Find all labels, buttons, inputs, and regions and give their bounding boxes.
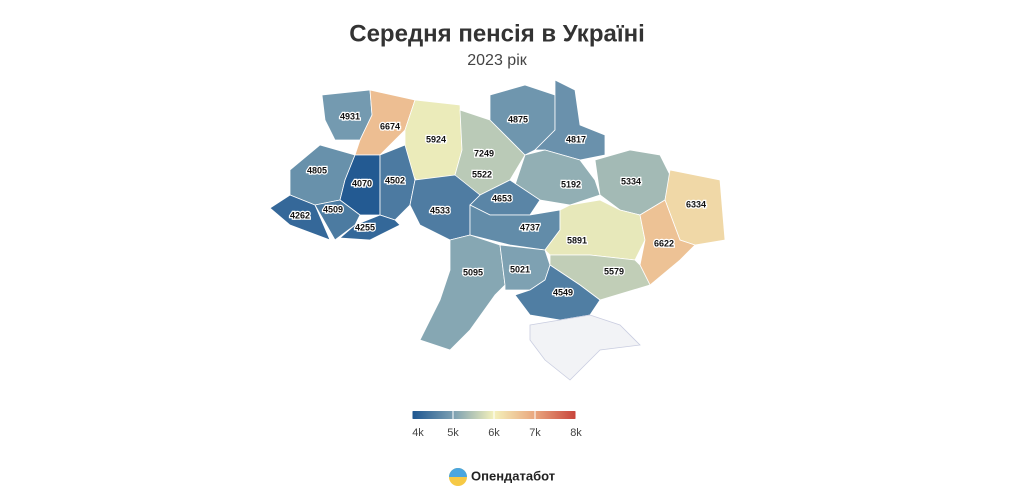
map-title: Середня пенсія в Україні (349, 20, 645, 47)
region-value: 4805 (307, 165, 327, 175)
region-value: 5924 (426, 134, 446, 144)
brand-logo (449, 468, 467, 486)
region (339, 214, 401, 241)
region (639, 199, 696, 286)
region-value: 4817 (566, 134, 586, 144)
region-value: 4653 (492, 193, 512, 203)
region-value: 4509 (323, 204, 343, 214)
region-value: 4875 (508, 114, 528, 124)
regions (269, 79, 726, 351)
region-value: 5334 (621, 176, 641, 186)
region (534, 79, 606, 161)
region-value: 4549 (553, 287, 573, 297)
crimea-no-data (529, 314, 641, 381)
legend-tick-label: 7k (529, 427, 541, 439)
region (314, 199, 361, 241)
region-value: 7249 (474, 148, 494, 158)
map-subtitle: 2023 рік (467, 52, 527, 69)
region-value: 4070 (352, 178, 372, 188)
region (544, 199, 646, 261)
region-value: 5192 (561, 179, 581, 189)
region-value: 5579 (604, 266, 624, 276)
legend-tick-label: 4k (412, 427, 424, 439)
region-value: 4262 (290, 210, 310, 220)
region-value: 4737 (520, 222, 540, 232)
brand-name: Опендатабот (471, 468, 555, 483)
region-value: 4931 (340, 111, 360, 121)
region-value: 6674 (380, 121, 400, 131)
region-value: 4533 (430, 205, 450, 215)
region-value: 5021 (510, 264, 530, 274)
region (419, 234, 506, 351)
legend-tick-label: 5k (447, 427, 459, 439)
legend-tick-label: 8k (570, 427, 582, 439)
region (269, 194, 331, 241)
region-value: 6334 (686, 199, 706, 209)
region-value: 4502 (385, 175, 405, 185)
region-value: 4255 (355, 222, 375, 232)
region-value: 6622 (654, 238, 674, 248)
region-labels: 4931 6674 5924 7249 5522 4875 4817 4805 4070 4502… (289, 110, 708, 299)
region-value: 5891 (567, 235, 587, 245)
legend-tick-label: 6k (488, 427, 500, 439)
region-value: 5522 (472, 169, 492, 179)
region-value: 5095 (463, 267, 483, 277)
